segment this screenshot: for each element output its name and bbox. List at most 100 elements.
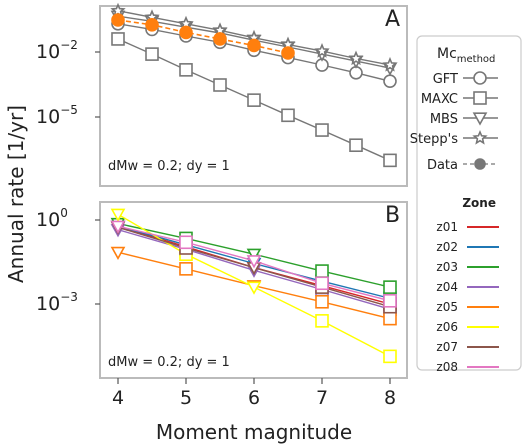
legend-item-maxc: MAXC: [421, 91, 498, 107]
legend-item-stepp-s: Stepp's: [410, 129, 498, 147]
legend-label-mbs: MBS: [430, 112, 458, 127]
legend-label-maxc: MAXC: [421, 92, 458, 107]
legend-item-mbs: MBS: [430, 112, 498, 127]
series-z06-point: [246, 281, 262, 295]
legend-item-z07: z07: [436, 340, 499, 354]
legend-label-z01: z01: [436, 220, 458, 234]
y-tick-label-b-2: 10−3: [36, 290, 78, 315]
series-data-point: [179, 25, 193, 40]
series-z06-point: [383, 349, 397, 364]
legend-item-z08: z08: [436, 360, 499, 374]
series-maxc-point: [145, 47, 159, 61]
legend-label-data: Data: [427, 158, 458, 173]
series-z08-point: [246, 255, 262, 269]
legend-item-z04: z04: [436, 280, 499, 294]
legend-marker-stepp-s: [472, 129, 488, 145]
series-maxc-point: [349, 138, 363, 153]
series-maxc-point: [111, 32, 125, 46]
series-data-point: [247, 38, 261, 53]
series-maxc-point: [247, 93, 261, 107]
series-maxc-point: [179, 63, 193, 77]
panel-b-series: [110, 208, 397, 364]
series-data-point: [145, 17, 159, 32]
series-z05-point: [383, 311, 397, 326]
series-gft-point: [383, 74, 397, 88]
series-z06: [110, 208, 397, 364]
series-z06-point: [110, 208, 126, 222]
legend-item-z06: z06: [436, 320, 499, 334]
legend-marker-data: [474, 158, 486, 170]
legend-mc-title: Mcmethod: [437, 46, 495, 65]
series-stepp-s-point: [314, 43, 330, 58]
legend-label-z03: z03: [436, 260, 458, 274]
y-tick-a-1: 10−2: [36, 38, 100, 63]
legend-item-z05: z05: [436, 300, 499, 314]
y-tick-label-b-1: 100: [36, 206, 68, 231]
series-maxc-point: [281, 108, 295, 123]
series-z08-point: [315, 276, 329, 291]
series-z08-point: [110, 220, 126, 234]
panel-a-series: [110, 2, 398, 168]
y-tick-label-a-1: 10−2: [36, 38, 78, 63]
series-maxc: [111, 32, 397, 168]
panel-b-label: B: [385, 203, 400, 228]
series-data-point: [281, 46, 295, 60]
x-ticks: 4 5 6 7 8: [112, 378, 396, 409]
x-tick-label: 7: [316, 387, 328, 409]
x-tick-label: 8: [384, 387, 396, 409]
legend-label-z04: z04: [436, 280, 458, 294]
series-data-point: [213, 32, 227, 46]
legend-label-z08: z08: [436, 360, 458, 374]
series-z08-point: [383, 294, 397, 308]
legend-item-z01: z01: [436, 220, 499, 234]
y-axis-label: Annual rate [1/yr]: [4, 105, 28, 283]
panel-a-label: A: [385, 7, 400, 32]
series-stepp-s-point: [348, 50, 364, 66]
y-tick-label-a-2: 10−5: [36, 103, 78, 128]
series-z03-point: [383, 280, 397, 294]
series-z03-point: [315, 264, 329, 278]
panel-a-annotation: dMw = 0.2; dy = 1: [108, 159, 230, 174]
legend-label-stepp-s: Stepp's: [410, 132, 458, 147]
series-maxc-point: [213, 78, 227, 92]
legend-data: Data: [427, 158, 498, 173]
x-tick-label: 4: [112, 387, 124, 409]
legend-label-z02: z02: [436, 240, 458, 254]
series-maxc-point: [383, 153, 397, 168]
panel-b-annotation: dMw = 0.2; dy = 1: [108, 355, 230, 370]
legend-label-z05: z05: [436, 300, 458, 314]
legend-label-z07: z07: [436, 340, 458, 354]
x-axis-label: Moment magnitude: [156, 420, 352, 444]
y-tick-b-1: 100: [36, 206, 100, 231]
legend-zone-title: Zone: [462, 196, 496, 210]
panel-a: A dMw = 0.2; dy = 1 10−2 10−5: [36, 2, 408, 187]
series-z06-point: [315, 314, 329, 328]
series-z05-point: [179, 262, 193, 276]
y-tick-b-2: 10−3: [36, 290, 100, 315]
series-z08: [110, 220, 397, 308]
series-z05-point: [315, 294, 329, 309]
series-data-point: [111, 13, 125, 27]
panel-b: B dMw = 0.2; dy = 1 100 10−3 4 5 6 7 8: [36, 201, 408, 409]
legend-label-gft: GFT: [433, 72, 458, 87]
x-tick-label: 5: [180, 387, 192, 409]
legend-zones: z01 z02 z03 z04 z05 z06 z07 z08: [436, 220, 499, 374]
legend-label-z06: z06: [436, 320, 458, 334]
legend-item-z02: z02: [436, 240, 499, 254]
legend: Mcmethod GFT MAXC MBS Stepp's Data Zone z01…: [410, 35, 522, 374]
y-tick-a-2: 10−5: [36, 103, 100, 128]
legend-item-gft: GFT: [433, 71, 498, 87]
x-tick-label: 6: [248, 387, 260, 409]
series-maxc-point: [315, 123, 329, 137]
legend-marker-gft: [473, 71, 487, 85]
legend-item-z03: z03: [436, 260, 499, 274]
series-data: [111, 13, 295, 60]
series-z05-point: [110, 246, 126, 260]
series-stepp-s-point: [382, 56, 398, 72]
legend-marker-mbs: [472, 112, 488, 126]
series-z03-point: [246, 248, 262, 262]
legend-methods: GFT MAXC MBS Stepp's: [410, 71, 498, 147]
series-z08-point: [179, 235, 193, 250]
legend-marker-maxc: [473, 91, 487, 105]
